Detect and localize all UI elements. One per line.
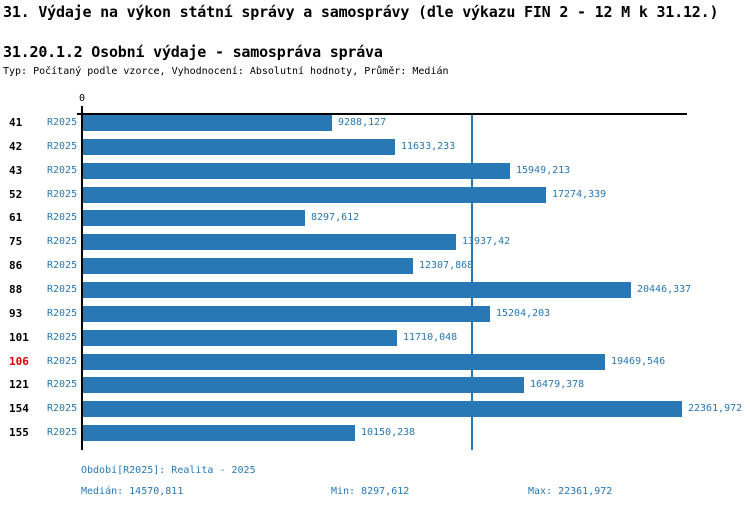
row-category-label: 42 [9,140,23,153]
bar [83,139,395,155]
row-category-label: 154 [9,402,29,415]
chart-row: 41 R2025 9288,127 [0,115,750,131]
x-axis-line [77,113,687,115]
chart-row: 43 R2025 15949,213 [0,163,750,179]
row-series-label: R2025 [47,308,78,319]
bar [83,354,605,370]
bar-value-label: 11710,048 [403,332,458,343]
footer-median-label: Medián: 14570,811 [81,486,184,497]
row-series-label: R2025 [47,236,78,247]
row-series-label: R2025 [47,332,78,343]
bar-value-label: 11633,233 [401,141,456,152]
chart-row: 86 R2025 12307,868 [0,258,750,274]
bar-value-label: 13937,42 [462,236,511,247]
bar [83,234,456,250]
y-axis-line [81,106,83,450]
chart-row: 52 R2025 17274,339 [0,187,750,203]
row-category-label: 106 [9,355,29,368]
chart-row: 61 R2025 8297,612 [0,210,750,226]
row-category-label: 75 [9,235,23,248]
bar [83,210,305,226]
row-series-label: R2025 [47,356,78,367]
row-category-label: 61 [9,211,23,224]
chart-meta: Typ: Počítaný podle vzorce, Vyhodnocení:… [3,66,449,77]
bar-value-label: 12307,868 [419,260,474,271]
bar [83,425,355,441]
footer-min-label: Min: 8297,612 [331,486,410,497]
bar-value-label: 17274,339 [552,189,607,200]
bar-value-label: 8297,612 [311,212,360,223]
row-category-label: 121 [9,378,29,391]
chart-row: 93 R2025 15204,203 [0,306,750,322]
chart-row: 155 R2025 10150,238 [0,425,750,441]
row-series-label: R2025 [47,284,78,295]
x-axis-zero-label: 0 [78,93,86,104]
bar-value-label: 15204,203 [496,308,551,319]
chart-row: 88 R2025 20446,337 [0,282,750,298]
row-category-label: 101 [9,331,29,344]
row-series-label: R2025 [47,117,78,128]
bar [83,330,397,346]
chart-row: 121 R2025 16479,378 [0,377,750,393]
footer-max-label: Max: 22361,972 [528,486,613,497]
row-category-label: 88 [9,283,23,296]
bar-value-label: 19469,546 [611,356,666,367]
row-series-label: R2025 [47,212,78,223]
bar [83,306,490,322]
chart-row: 154 R2025 22361,972 [0,401,750,417]
row-series-label: R2025 [47,165,78,176]
chart-row: 42 R2025 11633,233 [0,139,750,155]
page-title: 31. Výdaje na výkon státní správy a samo… [3,3,719,21]
row-series-label: R2025 [47,427,78,438]
bar [83,258,413,274]
section-title: 31.20.1.2 Osobní výdaje - samospráva spr… [3,43,383,61]
chart-row: 75 R2025 13937,42 [0,234,750,250]
bar-chart: 0 41 R2025 9288,127 42 R2025 11633,233 43 R2025… [0,90,750,455]
bar [83,187,546,203]
chart-row: 101 R2025 11710,048 [0,330,750,346]
row-series-label: R2025 [47,379,78,390]
row-category-label: 41 [9,116,23,129]
bar [83,377,524,393]
row-category-label: 93 [9,307,23,320]
bar-value-label: 20446,337 [637,284,692,295]
row-category-label: 43 [9,164,23,177]
bar [83,115,332,131]
row-series-label: R2025 [47,141,78,152]
row-series-label: R2025 [47,403,78,414]
row-series-label: R2025 [47,260,78,271]
bar [83,282,631,298]
row-category-label: 86 [9,259,23,272]
bar-value-label: 15949,213 [516,165,571,176]
row-category-label: 52 [9,188,23,201]
footer-period-label: Období[R2025]: Realita - 2025 [81,465,256,476]
row-category-label: 155 [9,426,29,439]
bar [83,401,682,417]
row-series-label: R2025 [47,189,78,200]
bar-value-label: 22361,972 [688,403,743,414]
bar-value-label: 10150,238 [361,427,416,438]
bar-value-label: 9288,127 [338,117,387,128]
bar-value-label: 16479,378 [530,379,585,390]
bar [83,163,510,179]
chart-row: 106 R2025 19469,546 [0,354,750,370]
